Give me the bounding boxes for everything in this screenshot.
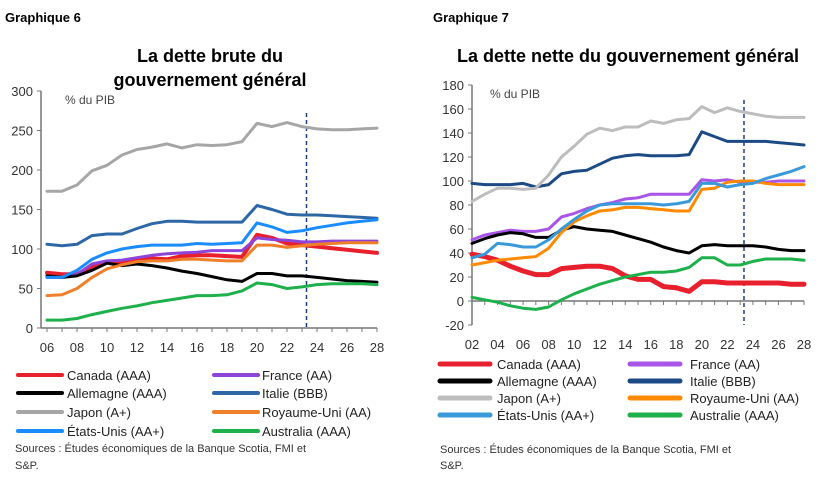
y-tick-label: 200 (11, 163, 33, 178)
y-tick-label: 40 (450, 246, 464, 261)
x-tick-label: 08 (70, 340, 84, 355)
x-tick-label: 02 (465, 337, 479, 352)
x-tick-label: 10 (567, 337, 581, 352)
source-note: Sources : Études économiques de la Banqu… (440, 443, 731, 456)
source-note: S&P. (440, 460, 464, 472)
series-line-allemagne (45, 261, 379, 284)
x-tick-label: 16 (190, 340, 204, 355)
series-line-australie (470, 256, 806, 311)
series-line-australia (45, 281, 379, 322)
chart-title: La dette nette du gouvernement général (457, 46, 799, 66)
x-tick-label: 04 (490, 337, 504, 352)
x-tick-label: 16 (644, 337, 658, 352)
x-tick-label: 22 (720, 337, 734, 352)
x-tick-label: 26 (340, 340, 354, 355)
legend-label: Italie (BBB) (690, 374, 756, 389)
legend-label: Allemagne (AAA) (67, 386, 167, 401)
legend-label: Canada (AAA) (497, 357, 581, 372)
legend-label: Canada (AAA) (67, 368, 151, 383)
y-tick-label: 250 (11, 124, 33, 139)
y-tick-label: 160 (442, 102, 464, 117)
series-line-japon (45, 121, 379, 193)
y-tick-label: 50 (19, 282, 33, 297)
y-tick-label: 100 (442, 174, 464, 189)
series-line-canada (45, 232, 379, 277)
chart-label: Graphique 6 (5, 10, 81, 25)
y-tick-label: 100 (11, 242, 33, 257)
source-note: Sources : Études économiques de la Banqu… (15, 442, 306, 455)
x-tick-label: 22 (280, 340, 294, 355)
y-tick-label: 20 (450, 270, 464, 285)
series-line-états-unis (470, 165, 806, 260)
source-note: S&P. (15, 460, 39, 472)
chart-label: Graphique 7 (433, 10, 509, 25)
x-tick-label: 10 (100, 340, 114, 355)
y-tick-label: 60 (450, 222, 464, 237)
x-tick-label: 24 (746, 337, 760, 352)
y-tick-label: 0 (457, 294, 464, 309)
series-line-italie (45, 204, 379, 248)
chart-1: Graphique 6 La dette brute du gouvernement… (5, 10, 384, 472)
legend-label: Japon (A+) (497, 391, 561, 406)
x-tick-label: 24 (310, 340, 324, 355)
y-tick-label: 80 (450, 198, 464, 213)
x-tick-label: 28 (797, 337, 811, 352)
legend-label: France (AA) (262, 368, 332, 383)
x-tick-label: 12 (130, 340, 144, 355)
series-line-italie (470, 130, 806, 189)
legend-label: Australia (AAA) (262, 424, 351, 439)
y-tick-label: 140 (442, 126, 464, 141)
x-tick-label: 14 (618, 337, 632, 352)
y-tick-label: 180 (442, 78, 464, 93)
legend-label: États-Unis (AA+) (67, 424, 164, 439)
series-line-canada (469, 251, 807, 294)
x-tick-label: 18 (669, 337, 683, 352)
y-tick-label: 300 (11, 84, 33, 99)
legend-label: États-Unis (AA+) (497, 408, 594, 423)
chart-title: gouvernement général (113, 70, 306, 90)
y-tick-label: 120 (442, 150, 464, 165)
series-line-états-unis (45, 218, 379, 279)
unit-label: % du PIB (65, 93, 115, 107)
legend-label: Allemagne (AAA) (497, 374, 597, 389)
x-tick-label: 28 (370, 340, 384, 355)
y-tick-label: 0 (26, 321, 33, 336)
unit-label: % du PIB (490, 87, 540, 101)
x-tick-label: 18 (220, 340, 234, 355)
legend-label: Italie (BBB) (262, 386, 328, 401)
chart-title: La dette brute du (137, 46, 283, 66)
series-line-royaume-uni (45, 241, 379, 298)
x-tick-label: 12 (592, 337, 606, 352)
y-tick-label: 150 (11, 203, 33, 218)
x-tick-label: 20 (695, 337, 709, 352)
legend-label: Royaume-Uni (AA) (262, 405, 371, 420)
series-line-japon (470, 105, 806, 203)
legend-label: Royaume-Uni (AA) (690, 391, 799, 406)
x-tick-label: 26 (771, 337, 785, 352)
series-line-allemagne (470, 225, 806, 255)
chart-2: Graphique 7 La dette nette du gouvernemen… (433, 10, 811, 472)
legend-label: Australie (AAA) (690, 408, 779, 423)
x-tick-label: 20 (250, 340, 264, 355)
x-tick-label: 06 (40, 340, 54, 355)
legend-label: Japon (A+) (67, 405, 131, 420)
x-tick-label: 14 (160, 340, 174, 355)
x-tick-label: 08 (541, 337, 555, 352)
series-line-royaume-uni (470, 179, 806, 267)
series-line-france (45, 236, 379, 279)
legend-label: France (AA) (690, 357, 760, 372)
y-tick-label: -20 (445, 318, 464, 333)
x-tick-label: 06 (516, 337, 530, 352)
